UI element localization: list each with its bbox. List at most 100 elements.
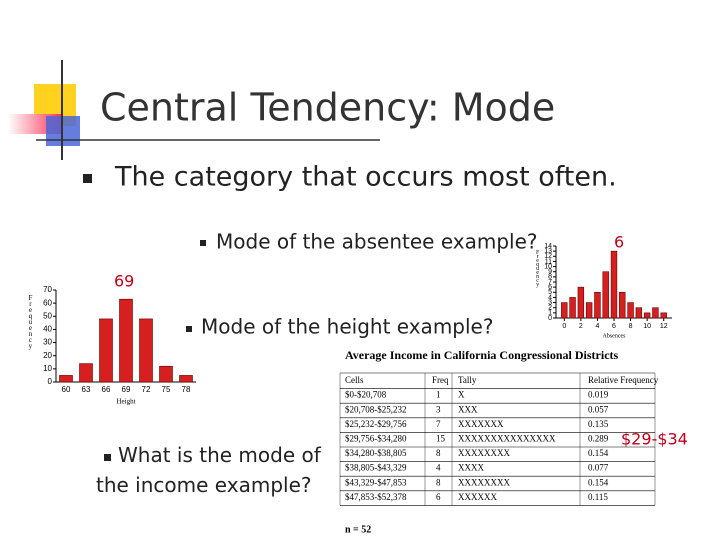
table-cell: 0.289 bbox=[588, 433, 609, 443]
table-cell: 0.077 bbox=[588, 463, 609, 473]
bar bbox=[561, 302, 568, 319]
x-axis-label: Absences bbox=[603, 333, 627, 339]
bullet bbox=[200, 240, 206, 246]
x-tick-label: 69 bbox=[122, 385, 131, 394]
table-cell: X bbox=[458, 390, 465, 400]
bullet bbox=[186, 326, 192, 332]
x-tick-label: 10 bbox=[643, 323, 651, 330]
y-tick-label: 20 bbox=[43, 351, 52, 360]
y-tick-label: 1 bbox=[548, 310, 552, 317]
table-cell: $43,329-$47,853 bbox=[345, 477, 407, 487]
table-cell: XXXX bbox=[458, 463, 484, 473]
y-tick-label: 9 bbox=[548, 269, 552, 276]
table-cell: 8 bbox=[436, 448, 441, 458]
bar bbox=[59, 375, 73, 383]
bar bbox=[627, 302, 634, 319]
table-header: Freq bbox=[432, 375, 449, 385]
bar bbox=[660, 312, 667, 319]
bar bbox=[643, 312, 651, 319]
y-tick-label: 10 bbox=[544, 263, 552, 270]
table-cell: 7 bbox=[436, 419, 441, 429]
answer: $29-$34 bbox=[621, 430, 688, 449]
table-cell: $20,708-$25,232 bbox=[345, 404, 407, 414]
bar bbox=[610, 250, 618, 319]
y-tick-label: 0 bbox=[548, 315, 552, 322]
table-cell: XXXXXXXXXXXXXXX bbox=[458, 433, 556, 443]
bar bbox=[652, 307, 659, 319]
x-axis-label: Height bbox=[116, 398, 135, 406]
bar bbox=[79, 363, 93, 383]
bar bbox=[602, 271, 609, 319]
x-tick-label: 63 bbox=[82, 385, 91, 394]
y-tick-label: 12 bbox=[544, 253, 552, 260]
bar bbox=[179, 375, 193, 383]
table-footer: n = 52 bbox=[345, 524, 371, 535]
bar bbox=[619, 291, 626, 319]
y-tick-label: 3 bbox=[548, 299, 552, 306]
table-cell: $47,853-$52,378 bbox=[345, 492, 407, 502]
y-tick-label: 13 bbox=[544, 248, 552, 255]
table-cell: 0.154 bbox=[588, 477, 609, 487]
bar bbox=[594, 291, 601, 319]
y-tick-label: 7 bbox=[548, 279, 552, 286]
table-cell: 8 bbox=[436, 477, 441, 487]
y-tick-label: 50 bbox=[43, 311, 52, 320]
x-tick-label: 0 bbox=[562, 323, 566, 330]
bar bbox=[139, 318, 153, 383]
table-cell: 0.115 bbox=[588, 492, 608, 502]
bullet bbox=[104, 454, 111, 461]
y-tick-label: 60 bbox=[43, 298, 52, 307]
y-tick-label: 8 bbox=[548, 274, 552, 281]
table-cell: 0.154 bbox=[588, 448, 609, 458]
answer: 69 bbox=[114, 272, 134, 291]
x-tick-label: 6 bbox=[612, 323, 616, 330]
table-cell: 0.135 bbox=[588, 419, 609, 429]
x-tick-label: 72 bbox=[142, 385, 151, 394]
bar bbox=[159, 365, 173, 383]
y-tick-label: 30 bbox=[43, 338, 52, 347]
bullet bbox=[83, 174, 92, 183]
y-tick-label: 5 bbox=[548, 289, 552, 296]
bullet-text: The category that occurs most often. bbox=[114, 162, 617, 193]
y-tick-label: 0 bbox=[48, 377, 53, 386]
bullet-text: Mode of the absentee example? bbox=[216, 230, 538, 254]
y-tick-label: 4 bbox=[548, 294, 552, 301]
x-tick-label: 75 bbox=[162, 385, 171, 394]
x-tick-label: 4 bbox=[595, 323, 599, 330]
bullet-text-box: What is the mode of the income example? bbox=[96, 443, 321, 497]
table-header: Relative Frequency bbox=[588, 375, 659, 385]
bar bbox=[585, 302, 593, 319]
table-header: Tally bbox=[458, 375, 477, 385]
table-cell: 0.057 bbox=[588, 404, 609, 414]
bar bbox=[577, 286, 585, 319]
x-tick-label: 78 bbox=[182, 385, 191, 394]
table-header: Cells bbox=[345, 375, 364, 385]
bar bbox=[99, 318, 113, 383]
x-tick-label: 12 bbox=[660, 323, 668, 330]
table-cell: 4 bbox=[436, 463, 441, 473]
table-cell: $34,280-$38,805 bbox=[345, 448, 407, 458]
bullet-text: What is the mode of the income example? bbox=[96, 443, 321, 497]
bullet-text: Mode of the height example? bbox=[201, 315, 493, 339]
table-cell: $29,756-$34,280 bbox=[345, 433, 407, 443]
bar bbox=[569, 297, 576, 319]
y-tick-label: 10 bbox=[43, 364, 52, 373]
y-tick-label: 6 bbox=[548, 284, 552, 291]
table-cell: 15 bbox=[436, 433, 446, 443]
table-cell: XXX bbox=[458, 404, 478, 414]
table-cell: 3 bbox=[436, 404, 441, 414]
table-cell: 6 bbox=[436, 492, 441, 502]
y-tick-label: 14 bbox=[544, 243, 552, 250]
table-title: Average Income in California Congression… bbox=[345, 348, 619, 362]
y-axis-label: Frequency bbox=[26, 294, 34, 349]
table-cell: $38,805-$43,329 bbox=[345, 463, 407, 473]
y-tick-label: 2 bbox=[548, 305, 552, 312]
x-tick-label: 66 bbox=[102, 385, 111, 394]
slide-title: Central Tendency: Mode bbox=[100, 86, 555, 130]
table-cell: XXXXXXX bbox=[458, 419, 504, 429]
y-tick-label: 11 bbox=[545, 258, 552, 265]
bar bbox=[635, 307, 643, 319]
x-tick-label: 60 bbox=[62, 385, 71, 394]
table-cell: $25,232-$29,756 bbox=[345, 419, 407, 429]
